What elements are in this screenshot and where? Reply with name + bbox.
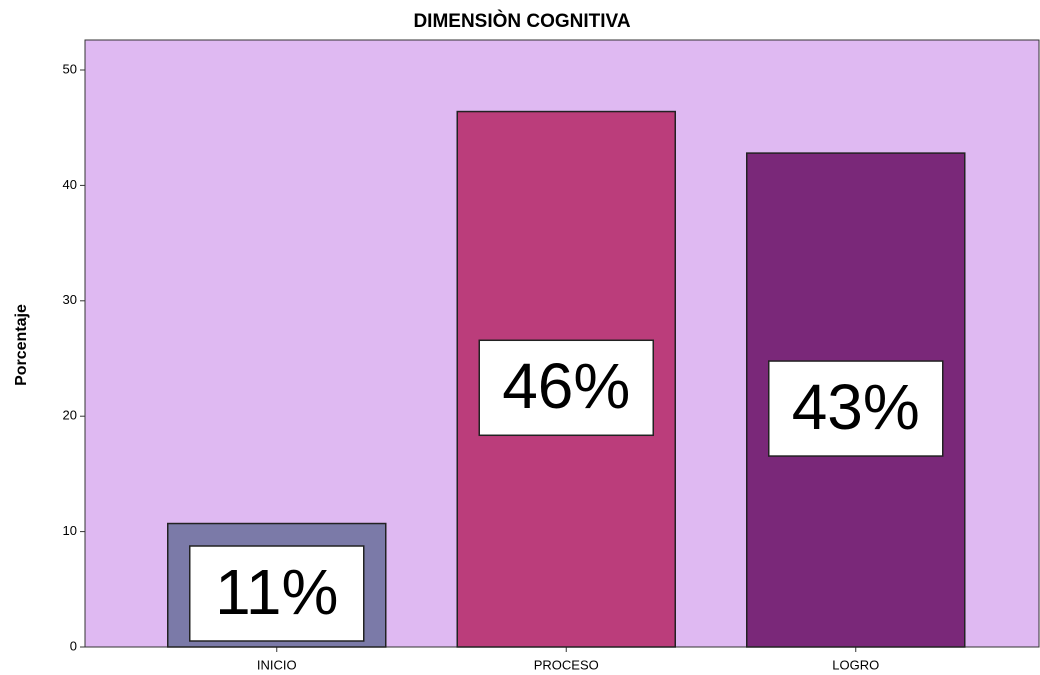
y-tick-label: 40 (63, 177, 77, 192)
x-tick-label: PROCESO (534, 657, 599, 672)
x-tick-label: LOGRO (832, 657, 879, 672)
y-tick-label: 30 (63, 292, 77, 307)
value-label-box (768, 360, 944, 457)
y-axis-label: Porcentaje (13, 304, 30, 386)
x-tick-label: INICIO (257, 657, 297, 672)
value-label-box (189, 545, 365, 642)
value-label: 43% (792, 371, 920, 443)
y-tick-label: 50 (63, 61, 77, 76)
value-label: 46% (502, 350, 630, 422)
value-label: 11% (215, 556, 338, 628)
chart-title: DIMENSIÒN COGNITIVA (413, 10, 630, 32)
y-tick-label: 20 (63, 408, 77, 423)
y-tick-label: 10 (63, 523, 77, 538)
y-tick-label: 0 (70, 638, 77, 653)
value-label-box (478, 339, 654, 437)
